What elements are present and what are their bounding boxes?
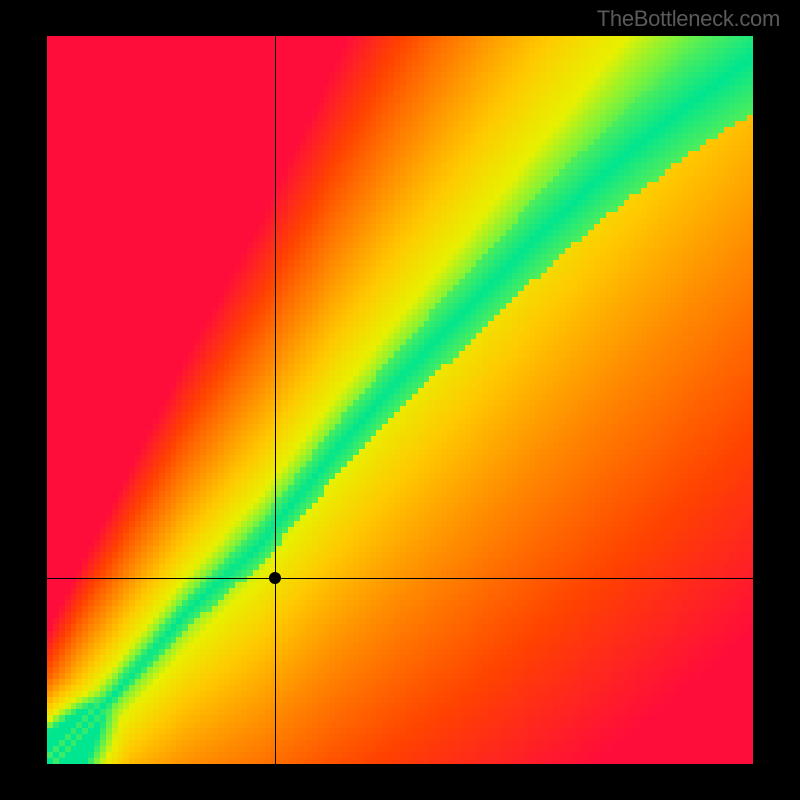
crosshair-vertical [275, 36, 276, 764]
heatmap-canvas [47, 36, 753, 764]
chart-frame: TheBottleneck.com [0, 0, 800, 800]
crosshair-horizontal [47, 578, 753, 579]
plot-area [47, 36, 753, 764]
watermark-text: TheBottleneck.com [597, 6, 780, 32]
data-point-marker [269, 572, 281, 584]
